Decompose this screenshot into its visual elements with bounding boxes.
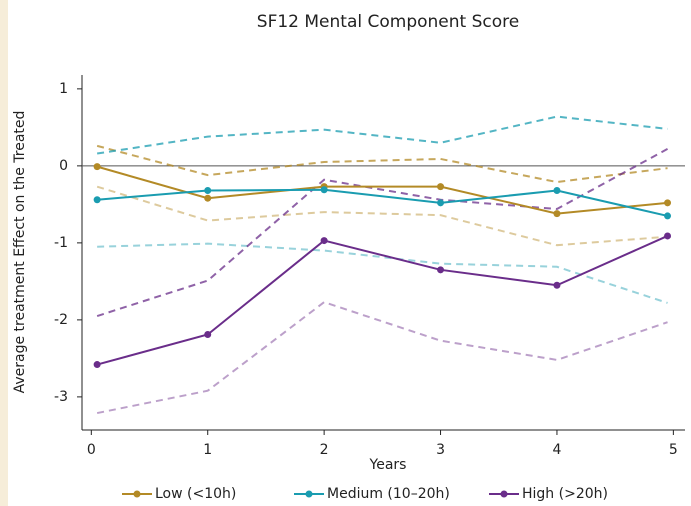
series-line bbox=[96, 235, 668, 366]
point bbox=[553, 210, 561, 218]
ci-lower bbox=[96, 301, 668, 415]
point bbox=[437, 266, 445, 274]
y-tick-label: -3 bbox=[54, 389, 68, 405]
x-axis-label: Years bbox=[369, 457, 407, 473]
ci-upper bbox=[96, 144, 668, 184]
x-tick-label: 3 bbox=[436, 442, 445, 458]
point bbox=[437, 183, 445, 191]
ci-upper bbox=[96, 148, 669, 317]
point bbox=[553, 281, 561, 289]
side-strip bbox=[0, 0, 8, 506]
point bbox=[664, 232, 672, 240]
point bbox=[204, 331, 212, 339]
point bbox=[93, 196, 101, 204]
point bbox=[320, 237, 328, 245]
legend-label: High (>20h) bbox=[522, 486, 608, 502]
x-tick-label: 0 bbox=[87, 442, 96, 458]
ci-lower bbox=[97, 242, 668, 304]
legend-marker bbox=[305, 490, 313, 498]
point bbox=[204, 187, 212, 195]
point bbox=[320, 186, 328, 194]
series-line bbox=[97, 188, 668, 217]
legend-label: Low (<10h) bbox=[155, 486, 236, 502]
point bbox=[664, 199, 672, 207]
y-tick-label: 0 bbox=[59, 158, 68, 174]
y-tick-label: -2 bbox=[54, 312, 68, 328]
y-axis-label: Average treatment Effect on the Treated bbox=[12, 111, 28, 394]
x-tick-label: 2 bbox=[320, 442, 329, 458]
y-tick-label: 1 bbox=[59, 81, 68, 97]
x-tick-label: 1 bbox=[203, 442, 212, 458]
point bbox=[93, 163, 101, 171]
ci-lower bbox=[96, 185, 668, 247]
x-tick-label: 4 bbox=[552, 442, 561, 458]
y-tick-label: -1 bbox=[54, 235, 68, 251]
point bbox=[664, 212, 672, 220]
point bbox=[437, 199, 445, 207]
x-tick-label: 5 bbox=[669, 442, 678, 458]
point bbox=[93, 361, 101, 369]
ci-upper bbox=[96, 115, 668, 155]
chart-title: SF12 Mental Component Score bbox=[257, 12, 519, 32]
point bbox=[553, 187, 561, 195]
point bbox=[204, 194, 212, 202]
legend-marker bbox=[500, 490, 508, 498]
legend-label: Medium (10–20h) bbox=[327, 486, 450, 502]
legend-marker bbox=[133, 490, 141, 498]
